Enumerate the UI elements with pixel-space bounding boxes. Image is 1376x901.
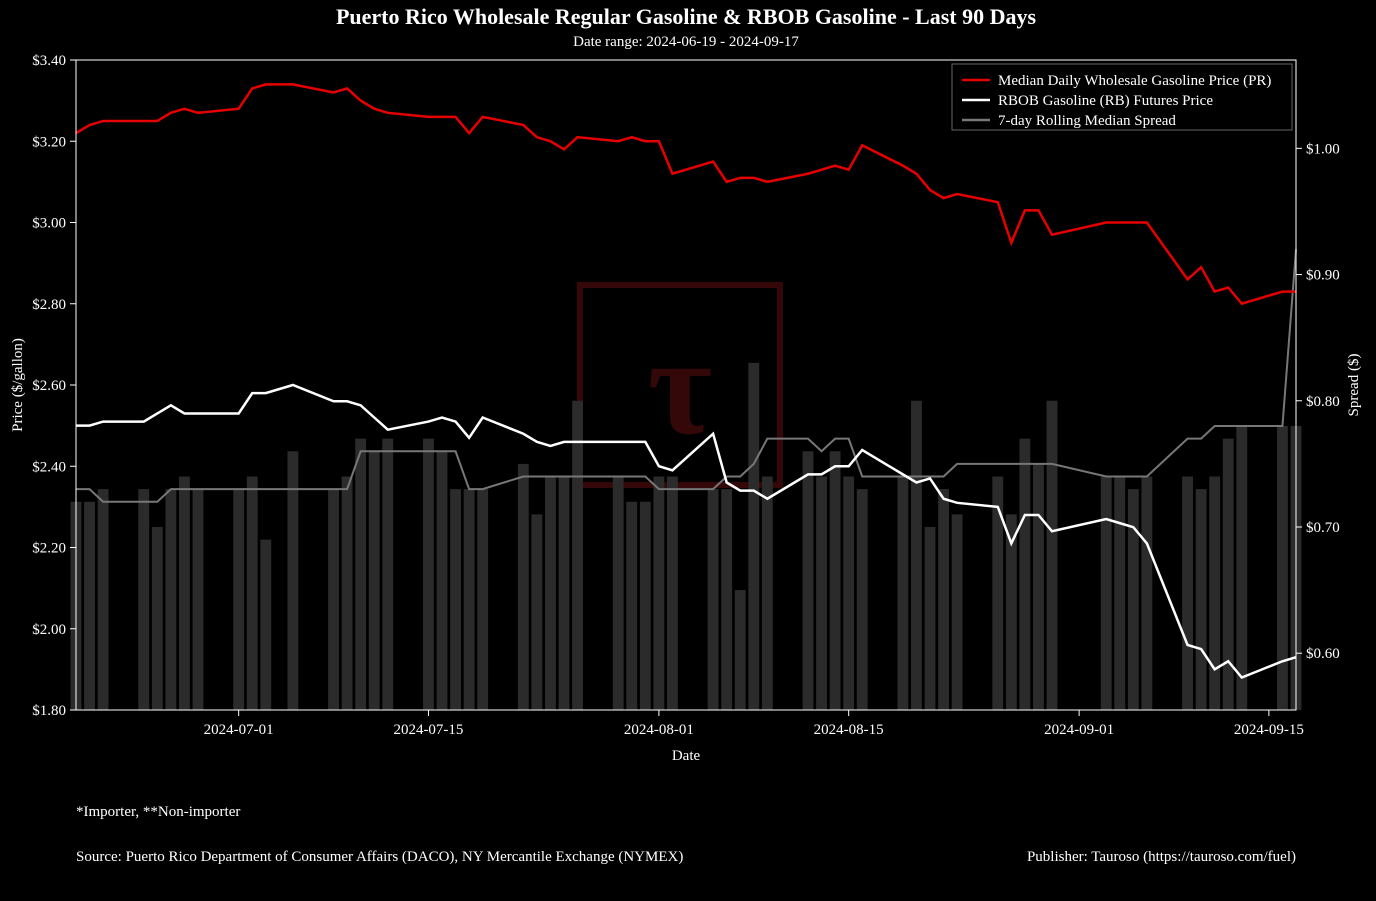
- footnote: *Importer, **Non-importer: [76, 804, 240, 820]
- x-axis-label: Date: [672, 748, 701, 764]
- spread-bar: [247, 477, 258, 710]
- spread-bar: [342, 477, 353, 710]
- spread-bar: [816, 477, 827, 710]
- spread-bar: [450, 489, 461, 710]
- y-left-axis-label: Price ($/gallon): [10, 338, 26, 432]
- chart-title: Puerto Rico Wholesale Regular Gasoline &…: [336, 4, 1037, 29]
- y-left-tick-label: $2.40: [32, 459, 66, 475]
- spread-bar: [762, 477, 773, 710]
- spread-bar: [464, 489, 475, 710]
- x-tick-label: 2024-08-15: [814, 722, 884, 738]
- y-right-tick-label: $1.00: [1306, 141, 1340, 157]
- spread-bar: [1047, 401, 1058, 710]
- legend-label: 7-day Rolling Median Spread: [998, 113, 1176, 129]
- publisher-line: Publisher: Tauroso (https://tauroso.com/…: [1027, 849, 1296, 865]
- spread-bar: [1236, 426, 1247, 710]
- spread-bar: [328, 489, 339, 710]
- y-left-tick-label: $2.80: [32, 297, 66, 313]
- chart-subtitle: Date range: 2024-06-19 - 2024-09-17: [573, 34, 799, 50]
- spread-bar: [721, 489, 732, 710]
- x-tick-label: 2024-07-15: [393, 722, 463, 738]
- spread-bar: [559, 477, 570, 710]
- spread-bar: [545, 477, 556, 710]
- spread-bar: [1182, 477, 1193, 710]
- spread-bar: [992, 477, 1003, 710]
- spread-bar: [952, 514, 963, 710]
- spread-bar: [152, 527, 163, 710]
- spread-bar: [437, 451, 448, 710]
- spread-bar: [423, 439, 434, 710]
- spread-bar: [1277, 426, 1288, 710]
- spread-bar: [857, 489, 868, 710]
- spread-bar: [708, 489, 719, 710]
- spread-bar: [626, 502, 637, 710]
- spread-bar: [803, 451, 814, 710]
- spread-bar: [1196, 489, 1207, 710]
- x-tick-label: 2024-09-15: [1234, 722, 1304, 738]
- spread-bar: [1101, 477, 1112, 710]
- spread-bar: [830, 451, 841, 710]
- spread-bar: [653, 477, 664, 710]
- spread-bar: [748, 363, 759, 710]
- spread-bar: [613, 477, 624, 710]
- spread-bar: [531, 514, 542, 710]
- spread-bar: [897, 477, 908, 710]
- spread-bar: [369, 451, 380, 710]
- source-line: Source: Puerto Rico Department of Consum…: [76, 849, 683, 865]
- y-right-tick-label: $0.60: [1306, 646, 1340, 662]
- y-left-tick-label: $3.40: [32, 53, 66, 69]
- spread-bar: [1223, 439, 1234, 710]
- spread-bar: [1128, 489, 1139, 710]
- y-right-tick-label: $0.90: [1306, 268, 1340, 284]
- spread-bar: [572, 401, 583, 710]
- spread-bar: [260, 540, 271, 710]
- spread-bar: [1033, 464, 1044, 710]
- y-left-tick-label: $3.00: [32, 216, 66, 232]
- y-left-tick-label: $3.20: [32, 134, 66, 150]
- y-right-tick-label: $0.70: [1306, 520, 1340, 536]
- spread-bar: [1141, 477, 1152, 710]
- y-left-tick-label: $2.20: [32, 541, 66, 557]
- spread-bar: [843, 477, 854, 710]
- chart-container: { "title": "Puerto Rico Wholesale Regula…: [0, 0, 1376, 901]
- legend-label: RBOB Gasoline (RB) Futures Price: [998, 93, 1213, 109]
- spread-bar: [1209, 477, 1220, 710]
- spread-bar: [84, 502, 95, 710]
- spread-bar: [98, 489, 109, 710]
- legend-label: Median Daily Wholesale Gasoline Price (P…: [998, 73, 1271, 89]
- spread-bar: [165, 489, 176, 710]
- spread-bar: [193, 489, 204, 710]
- spread-bar: [911, 401, 922, 710]
- spread-bar: [355, 439, 366, 710]
- spread-bar: [925, 527, 936, 710]
- x-tick-label: 2024-08-01: [624, 722, 694, 738]
- x-tick-label: 2024-09-01: [1044, 722, 1114, 738]
- spread-bar: [179, 477, 190, 710]
- spread-bar: [938, 489, 949, 710]
- spread-bar: [382, 439, 393, 710]
- x-tick-label: 2024-07-01: [204, 722, 274, 738]
- spread-bar: [1019, 439, 1030, 710]
- y-right-axis-label: Spread ($): [1346, 354, 1362, 417]
- spread-bar: [233, 489, 244, 710]
- spread-bar: [138, 489, 149, 710]
- spread-bar: [735, 590, 746, 710]
- y-left-tick-label: $1.80: [32, 703, 66, 719]
- chart-svg: τ $1.80 $2.00 $2.20 $2.40 $2.60 $2.80 $3.00 $3.2…: [0, 0, 1376, 901]
- spread-bar: [667, 477, 678, 710]
- spread-bar: [640, 502, 651, 710]
- y-left-tick-label: $2.60: [32, 378, 66, 394]
- spread-bar: [477, 489, 488, 710]
- spread-bar: [1114, 477, 1125, 710]
- y-right-tick-label: $0.80: [1306, 394, 1340, 410]
- y-left-tick-label: $2.00: [32, 622, 66, 638]
- spread-bar: [518, 464, 529, 710]
- watermark-glyph: τ: [648, 309, 713, 464]
